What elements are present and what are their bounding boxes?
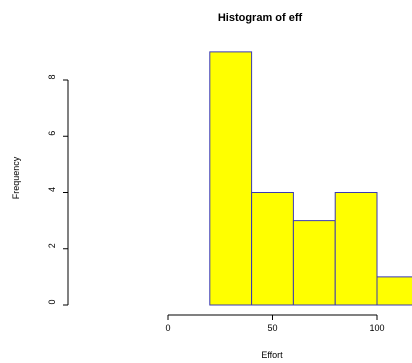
x-axis-label: Effort — [261, 350, 283, 360]
chart-title: Histogram of eff — [218, 12, 303, 24]
y-tick-label: 4 — [47, 187, 57, 192]
y-tick-label: 8 — [47, 74, 57, 79]
y-axis-label: Frequency — [11, 156, 21, 199]
bars-group — [209, 51, 412, 306]
y-tick-label: 0 — [47, 299, 57, 304]
histogram-bar-5 — [376, 276, 412, 306]
x-axis: 0 50 100 — [165, 314, 385, 333]
histogram-bar-1 — [209, 51, 253, 306]
x-tick-label: 0 — [165, 323, 170, 333]
x-tick-label: 100 — [369, 323, 384, 333]
y-tick-label: 2 — [47, 243, 57, 248]
y-tick-label: 6 — [47, 131, 57, 136]
x-tick-label: 50 — [267, 323, 277, 333]
histogram-bar-4 — [334, 192, 378, 306]
histogram-bar-2 — [251, 192, 294, 306]
y-axis: 0 2 4 6 8 — [47, 74, 69, 306]
histogram-bar-3 — [292, 220, 336, 306]
